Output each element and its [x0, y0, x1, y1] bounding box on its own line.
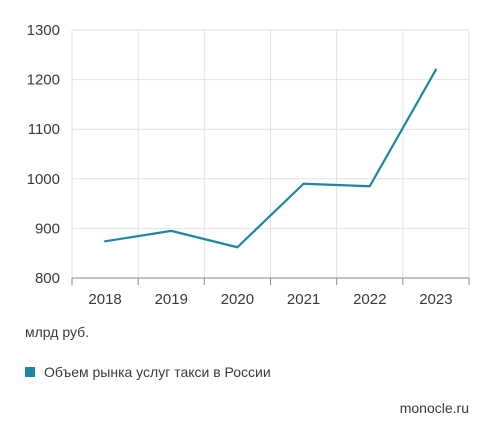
x-tick-label: 2018: [88, 291, 121, 308]
x-tick-label: 2023: [419, 291, 452, 308]
legend-swatch: [25, 367, 35, 377]
line-chart: 800 900 1000 1100 1200 1300 2018 2019 2020 2021 20…: [27, 22, 470, 308]
y-tick-label: 800: [35, 270, 60, 287]
chart-legend: Объем рынка услуг такси в России: [25, 364, 271, 380]
y-tick-label: 900: [35, 220, 60, 237]
x-tick-label: 2020: [221, 291, 254, 308]
y-tick-label: 1000: [27, 171, 60, 188]
legend-label: Объем рынка услуг такси в России: [44, 364, 271, 380]
y-axis-unit-label: млрд руб.: [25, 324, 90, 340]
y-tick-label: 1100: [28, 121, 60, 138]
y-tick-label: 1200: [27, 72, 60, 89]
source-label: monocle.ru: [399, 400, 469, 416]
x-tick-label: 2021: [287, 291, 320, 308]
x-tick-label: 2019: [155, 291, 188, 308]
y-tick-label: 1300: [27, 22, 60, 39]
chart-canvas: 800 900 1000 1100 1200 1300 2018 2019 2020 2021 20…: [27, 22, 470, 308]
series-line: [103, 68, 438, 249]
x-tick-label: 2022: [353, 291, 386, 308]
